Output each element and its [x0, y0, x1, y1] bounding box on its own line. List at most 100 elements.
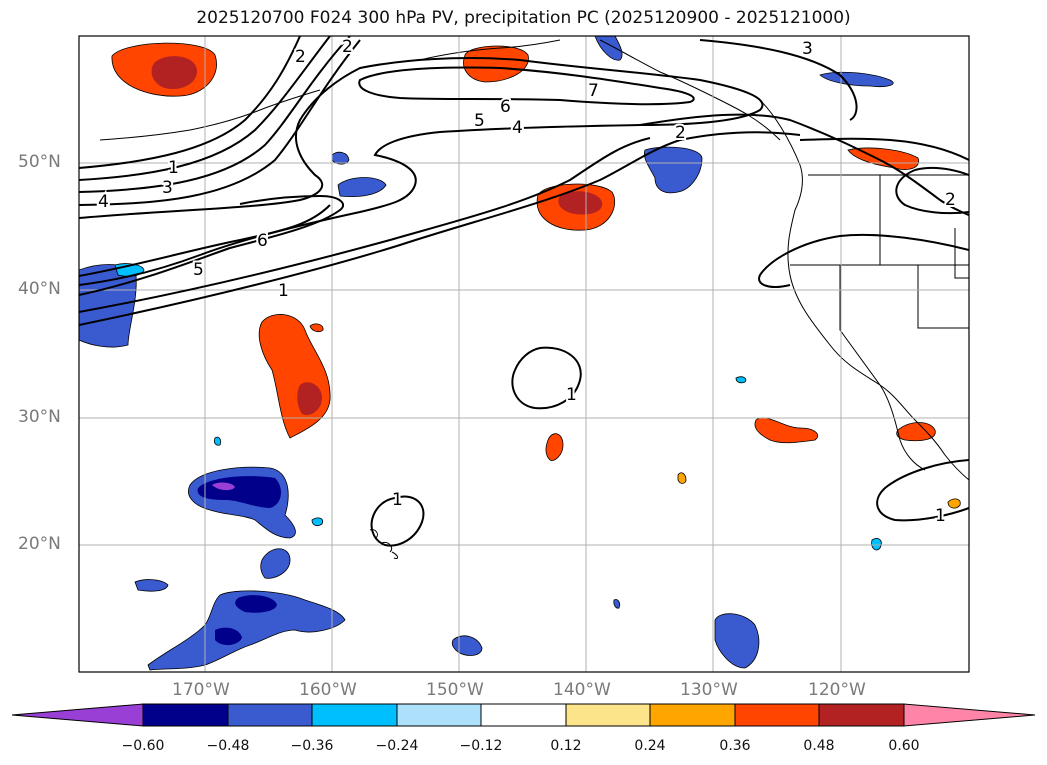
- precip-blob: [297, 382, 322, 416]
- colorbar-swatch: [227, 703, 313, 727]
- colorbar-tick: −0.48: [206, 738, 250, 754]
- colorbar-swatch: [142, 703, 229, 727]
- precip-blob: [337, 177, 387, 197]
- precip-blob: [331, 151, 350, 165]
- lat-label-40n: 40°N: [18, 279, 61, 299]
- pv-label: 1: [392, 490, 403, 510]
- pv-label: 3: [802, 39, 813, 59]
- precip-blob: [213, 436, 222, 446]
- lon-label-120w: 120°W: [808, 680, 866, 700]
- pv-contour-2-east: [639, 113, 969, 216]
- precip-blob: [714, 613, 760, 669]
- pv-contour-7: [358, 66, 695, 106]
- lon-label-150w: 150°W: [426, 680, 484, 700]
- colorbar-tick: 0.60: [888, 738, 920, 754]
- pv-label: 6: [257, 231, 268, 251]
- lon-label-160w: 160°W: [299, 680, 357, 700]
- precip-blob: [871, 538, 882, 551]
- pv-contour-2-north: [79, 36, 331, 181]
- colorbar-extend-high: [903, 703, 1036, 727]
- colorbar-tick: −0.60: [121, 738, 165, 754]
- precip-blob: [643, 146, 703, 194]
- colorbar-swatch: [396, 703, 482, 727]
- precip-blob: [947, 498, 961, 509]
- colorbar-swatch: [480, 703, 567, 727]
- pv-contour-2-main: [79, 137, 651, 313]
- precip-blob: [451, 635, 483, 656]
- pv-label: 2: [342, 37, 353, 57]
- pv-label: 1: [566, 385, 577, 405]
- pv-contour-oval-se: [876, 459, 969, 522]
- precip-blob: [212, 482, 235, 491]
- colorbar-swatch: [565, 703, 651, 727]
- lat-label-30n: 30°N: [18, 407, 61, 427]
- precip-blob: [545, 433, 564, 461]
- colorbar-swatch: [649, 703, 736, 727]
- lat-label-20n: 20°N: [18, 534, 61, 554]
- colorbar-tick: 0.48: [803, 738, 835, 754]
- pv-label: 2: [295, 47, 306, 67]
- colorbar-tick: −0.24: [375, 738, 419, 754]
- colorbar-tick: 0.24: [634, 738, 666, 754]
- pv-label: 5: [193, 260, 204, 280]
- pv-label: 1: [935, 506, 946, 526]
- precip-blob: [309, 323, 324, 333]
- coastlines: [99, 39, 969, 559]
- precip-blob: [754, 417, 819, 444]
- pv-label: 1: [278, 281, 289, 301]
- map-title: 2025120700 F024 300 hPa PV, precipitatio…: [196, 8, 851, 28]
- pv-contour-3-east: [699, 39, 858, 121]
- pv-contour-1-north: [79, 36, 301, 169]
- pv-contour-oval-center: [511, 346, 582, 410]
- pv-contour-oval-hawaii: [370, 495, 425, 547]
- precip-blob: [215, 627, 242, 646]
- colorbar-swatch: [734, 703, 820, 727]
- precip-blob: [311, 517, 324, 527]
- precip-blob: [134, 579, 169, 592]
- pv-contours: [79, 36, 969, 547]
- pv-label: 6: [500, 97, 511, 117]
- pv-contour-1-main: [79, 131, 801, 326]
- precip-positive-blobs: [111, 42, 961, 509]
- pv-label: 4: [98, 192, 109, 212]
- pv-contour-4-north: [79, 39, 361, 206]
- pv-label: 1: [168, 158, 179, 178]
- precip-blob: [594, 36, 623, 61]
- map-frame: [78, 35, 970, 673]
- colorbar-tick: −0.36: [290, 738, 334, 754]
- precip-blob: [235, 595, 277, 613]
- colorbar-tick: 0.12: [550, 738, 582, 754]
- precip-blob: [463, 45, 529, 83]
- colorbar-extend-low: [11, 703, 144, 727]
- precip-blob: [147, 590, 346, 671]
- lon-label-130w: 130°W: [680, 680, 738, 700]
- colorbar-tick: −0.12: [459, 738, 503, 754]
- pv-contour-ring-ne: [895, 166, 969, 215]
- colorbar: [11, 703, 1036, 727]
- precip-blob: [558, 191, 603, 215]
- pv-label: 2: [675, 123, 686, 143]
- colorbar-swatch: [311, 703, 398, 727]
- pv-contour-3-north: [79, 36, 351, 193]
- colorbar-tick: 0.36: [719, 738, 751, 754]
- pv-label: 4: [512, 118, 523, 138]
- pv-label: 2: [945, 190, 956, 210]
- lon-label-170w: 170°W: [172, 680, 230, 700]
- precip-blob: [819, 71, 894, 88]
- colorbar-swatch: [818, 703, 905, 727]
- pv-label: 7: [588, 81, 599, 101]
- precip-blob: [613, 599, 621, 609]
- gridlines: [79, 36, 969, 672]
- pv-contour-5: [79, 204, 331, 277]
- pv-contour-6: [79, 194, 345, 296]
- precip-blob: [677, 472, 687, 484]
- pv-label: 5: [474, 111, 485, 131]
- precip-blob: [735, 376, 747, 384]
- precip-blob: [151, 56, 198, 90]
- pv-label: 3: [162, 178, 173, 198]
- lat-label-50n: 50°N: [18, 152, 61, 172]
- pv-contour-ring-east: [758, 137, 969, 288]
- lon-label-140w: 140°W: [553, 680, 611, 700]
- precip-blob: [896, 422, 936, 442]
